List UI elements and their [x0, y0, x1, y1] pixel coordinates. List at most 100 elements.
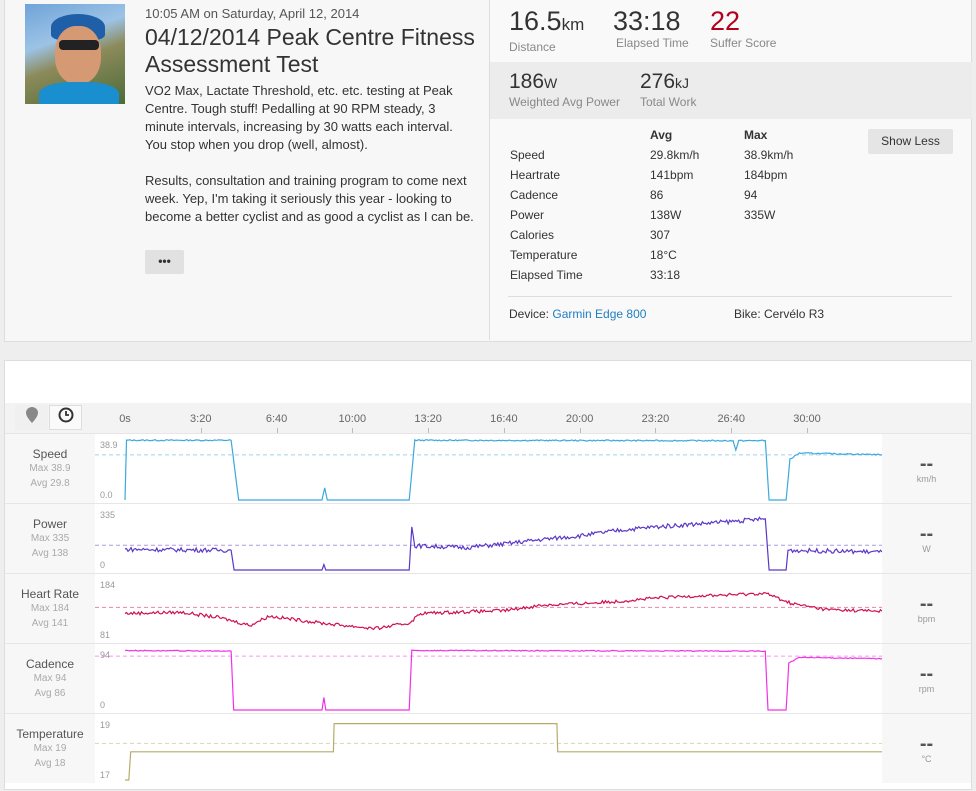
- work-value: 276: [640, 70, 676, 93]
- series-avg: Avg 29.8: [30, 478, 70, 489]
- y-bottom-label: 0.0: [100, 490, 113, 500]
- series-line: [124, 591, 882, 631]
- series-avg: Avg 86: [34, 688, 66, 699]
- stat-name: Cadence: [510, 188, 559, 202]
- stat-avg: 18°C: [650, 248, 677, 262]
- x-tick-label: 13:20: [414, 413, 442, 425]
- stat-avg: 141bpm: [650, 168, 694, 182]
- series-label: Heart Rate Max 184 Avg 141: [5, 574, 95, 643]
- series-name: Power: [32, 517, 67, 531]
- series-max: Max 38.9: [29, 463, 71, 474]
- y-bottom-label: 0: [100, 560, 106, 570]
- series-avg: Avg 141: [31, 618, 69, 629]
- stat-avg: 33:18: [650, 268, 681, 282]
- y-bottom-label: 81: [100, 630, 111, 640]
- x-tick-mark: [579, 428, 581, 433]
- series-max: Max 94: [33, 673, 67, 684]
- stat-name: Speed: [510, 148, 545, 162]
- activity-header: 10:05 AM on Saturday, April 12, 2014 04/…: [5, 0, 489, 340]
- current-value: --: [919, 593, 934, 615]
- series-name: Heart Rate: [20, 587, 80, 601]
- y-top-label: 38.9: [100, 440, 118, 450]
- stat-avg: 29.8km/h: [650, 148, 700, 162]
- chart-row-speed[interactable]: Speed Max 38.9 Avg 29.8 38.9 0.0 -- km/h: [5, 433, 971, 503]
- elapsed-value: 33:18: [613, 6, 681, 36]
- stats-table-row: Calories 307: [510, 228, 930, 248]
- distance-value: 16.5: [509, 6, 562, 36]
- stat-name: Heartrate: [510, 168, 561, 182]
- stat-avg: 307: [650, 228, 671, 242]
- current-value: --: [919, 733, 934, 755]
- series-plot: [95, 516, 882, 571]
- activity-description: VO2 Max, Lactate Threshold, etc. etc. te…: [145, 82, 475, 244]
- description-paragraph: Results, consultation and training progr…: [145, 173, 474, 224]
- series-line: [124, 649, 882, 711]
- chart-row-power[interactable]: Power Max 335 Avg 138 335 0 -- W: [5, 503, 971, 573]
- y-bottom-label: 0: [100, 700, 106, 710]
- stat-elapsed-time: 33:18 Elapsed Time: [613, 6, 689, 50]
- chart-row-heart-rate[interactable]: Heart Rate Max 184 Avg 141 184 81 -- bpm: [5, 573, 971, 643]
- x-tick-mark: [276, 428, 278, 433]
- x-tick-label: 10:00: [338, 413, 367, 425]
- series-plot: [95, 591, 882, 631]
- stat-max: 94: [744, 188, 758, 202]
- series-current-value: -- km/h: [882, 434, 971, 503]
- series-max: Max 19: [33, 743, 67, 754]
- divider: [508, 296, 952, 297]
- wap-label: Weighted Avg Power: [509, 95, 620, 109]
- x-tick-mark: [200, 428, 202, 433]
- stat-name: Temperature: [510, 248, 578, 262]
- stat-avg: 138W: [650, 208, 682, 222]
- stat-total-work: 276kJ Total Work: [640, 70, 696, 109]
- map-pin-icon: [25, 407, 38, 428]
- distance-axis-button[interactable]: [15, 405, 48, 430]
- series-line: [124, 438, 882, 501]
- stat-weighted-avg-power: 186W Weighted Avg Power: [509, 70, 620, 109]
- chart-row-temperature[interactable]: Temperature Max 19 Avg 18 19 17 -- °C: [5, 713, 971, 783]
- current-value: --: [919, 523, 934, 545]
- work-label: Total Work: [640, 95, 697, 109]
- x-tick-label: 26:40: [717, 413, 745, 425]
- stats-table-row: Heartrate 141bpm 184bpm: [510, 168, 930, 188]
- distance-label: Distance: [509, 40, 556, 54]
- current-value: --: [919, 663, 934, 685]
- stats-table-row: Temperature 18°C: [510, 248, 930, 268]
- x-tick-mark: [731, 428, 733, 433]
- x-tick-mark: [352, 428, 354, 433]
- series-label: Speed Max 38.9 Avg 29.8: [5, 434, 95, 503]
- series-name: Cadence: [25, 657, 75, 671]
- time-axis-button[interactable]: [49, 405, 82, 430]
- show-less-button[interactable]: Show Less: [868, 129, 953, 154]
- header-avg: Avg: [650, 128, 673, 142]
- stats-table-header: Avg Max: [510, 128, 930, 148]
- series-unit: °C: [921, 754, 932, 764]
- work-unit: kJ: [675, 75, 690, 91]
- series-avg: Avg 138: [31, 548, 69, 559]
- series-plot: [95, 649, 882, 711]
- stat-distance: 16.5km Distance: [509, 6, 584, 54]
- series-current-value: -- rpm: [882, 644, 971, 713]
- x-tick-label: 23:20: [641, 413, 670, 425]
- activity-datetime: 10:05 AM on Saturday, April 12, 2014: [145, 6, 360, 21]
- chart-row-cadence[interactable]: Cadence Max 94 Avg 86 94 0 -- rpm: [5, 643, 971, 713]
- x-tick-mark: [655, 428, 657, 433]
- more-actions-button[interactable]: •••: [145, 250, 184, 274]
- y-top-label: 19: [100, 720, 111, 730]
- series-plot: [95, 723, 882, 781]
- activity-title: 04/12/2014 Peak Centre Fitness Assessmen…: [145, 24, 475, 77]
- x-tick-mark: [428, 428, 430, 433]
- stat-max: 38.9km/h: [744, 148, 794, 162]
- y-top-label: 335: [100, 510, 116, 520]
- series-unit: bpm: [917, 614, 936, 624]
- series-line: [125, 723, 882, 781]
- series-current-value: -- bpm: [882, 574, 971, 643]
- series-unit: rpm: [918, 684, 935, 694]
- athlete-avatar[interactable]: [25, 4, 125, 104]
- current-value: --: [919, 453, 934, 475]
- header-max: Max: [744, 128, 768, 142]
- stat-suffer-score[interactable]: 22 Suffer Score: [710, 6, 776, 50]
- device-link[interactable]: Garmin Edge 800: [552, 307, 647, 321]
- x-tick-label: 0s: [119, 413, 131, 425]
- suffer-label: Suffer Score: [710, 36, 777, 50]
- stat-name: Elapsed Time: [510, 268, 583, 282]
